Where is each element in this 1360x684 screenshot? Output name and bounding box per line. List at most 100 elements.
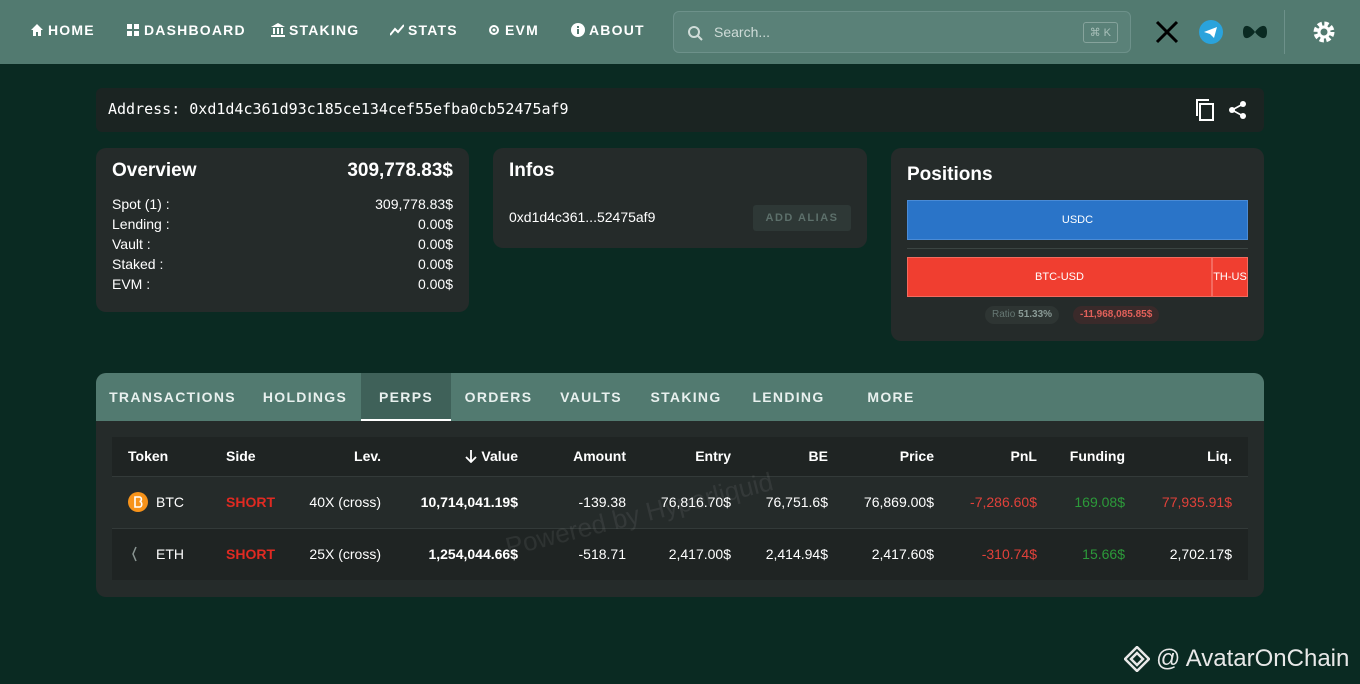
- address-value: 0xd1d4c361d93c185ce134cef55efba0cb52475a…: [189, 100, 569, 118]
- table-cell: ETH: [112, 527, 210, 580]
- nav-label: ABOUT: [589, 22, 645, 38]
- table-cell: 15.66$: [1053, 527, 1141, 580]
- search-placeholder: Search...: [714, 24, 771, 40]
- tab[interactable]: LENDING: [752, 389, 825, 405]
- column-header[interactable]: Lev.: [290, 437, 397, 476]
- column-header[interactable]: Side: [210, 437, 290, 476]
- column-header[interactable]: Amount: [534, 437, 642, 476]
- hyperliquid-icon[interactable]: [1241, 22, 1269, 42]
- short-segment: TH-US: [1212, 257, 1248, 297]
- column-header[interactable]: Entry: [642, 437, 747, 476]
- header-text: Side: [226, 448, 256, 465]
- column-header[interactable]: Token: [112, 437, 210, 476]
- infos-card: Infos 0xd1d4c361...52475af9 ADD ALIAS: [493, 148, 867, 248]
- address-label: Address:: [108, 100, 181, 118]
- tab[interactable]: PERPS: [361, 373, 451, 421]
- nav-item[interactable]: DASHBOARD: [126, 22, 246, 38]
- eth-icon: [132, 546, 137, 562]
- table-cell: BTC: [112, 475, 210, 528]
- column-header[interactable]: PnL: [950, 437, 1053, 476]
- cell-text: 2,702.17$: [1169, 546, 1232, 563]
- long-bar: USDC: [907, 200, 1248, 240]
- credit: @ AvatarOnChain: [1124, 645, 1349, 673]
- table-row[interactable]: ETH SHORT 25X (cross) 1,254,044.66$ -518.71 2…: [112, 527, 1248, 580]
- x-icon[interactable]: [1155, 20, 1179, 44]
- header-text: Amount: [573, 448, 626, 465]
- row-value: 0.00$: [417, 236, 453, 252]
- nav-label: STATS: [408, 22, 458, 38]
- row-value: 0.00$: [417, 256, 453, 272]
- infos-title: Infos: [509, 160, 555, 181]
- table-cell: -518.71: [534, 527, 642, 580]
- column-header[interactable]: Liq.: [1141, 437, 1248, 476]
- nav-icon: [390, 24, 404, 36]
- copy-icon[interactable]: [1194, 98, 1216, 122]
- shortcut: ⌘ K: [1082, 22, 1118, 43]
- credit-text: @ AvatarOnChain: [1156, 645, 1350, 672]
- tab[interactable]: STAKING: [650, 389, 722, 405]
- cell-text: 76,751.6$: [765, 494, 828, 510]
- header-text: Token: [128, 448, 169, 465]
- nav-item[interactable]: STAKING: [271, 22, 359, 38]
- table-cell: -139.38: [534, 475, 642, 528]
- nav-item[interactable]: STATS: [390, 22, 458, 38]
- nav-item[interactable]: HOME: [30, 22, 95, 38]
- row-label: Staked :: [112, 256, 164, 272]
- credit-logo: [1124, 646, 1150, 672]
- table-cell: 40X (cross): [290, 475, 397, 528]
- cell-text: ETH: [156, 546, 184, 563]
- tab[interactable]: HOLDINGS: [262, 389, 348, 405]
- cell-text: SHORT: [226, 494, 275, 510]
- column-header[interactable]: Funding: [1053, 437, 1141, 476]
- table-cell: 76,816.70$: [642, 475, 747, 528]
- long-segment: USDC: [907, 200, 1248, 240]
- header-text: Value: [481, 448, 518, 465]
- overview-row: Staked : 0.00$: [112, 256, 453, 276]
- tab-bar: TRANSACTIONS HOLDINGS PERPS ORDERS VAULTS STA…: [96, 373, 1264, 421]
- ratio-label: Ratio: [992, 309, 1016, 320]
- cell-text: BTC: [156, 494, 184, 510]
- ratio-badge: Ratio 51.33%: [985, 306, 1060, 324]
- search-icon: [688, 26, 703, 41]
- telegram-icon[interactable]: [1199, 20, 1223, 44]
- short-bar: BTC-USD TH-US: [907, 257, 1248, 297]
- nav-icon: [271, 23, 285, 37]
- tab[interactable]: VAULTS: [560, 389, 622, 405]
- column-header[interactable]: Value: [397, 437, 534, 476]
- cell-text: -139.38: [578, 494, 626, 510]
- nav-label: STAKING: [289, 22, 360, 38]
- nav-label: EVM: [505, 22, 539, 38]
- cell-text: -518.71: [578, 546, 626, 563]
- row-label: Spot (1) :: [112, 196, 170, 212]
- perps-table: Token Side Lev. Value Amount Entry BE Price PnL F…: [112, 437, 1248, 580]
- settings-icon[interactable]: [1313, 21, 1335, 43]
- table-cell: SHORT: [210, 475, 290, 528]
- share-icon[interactable]: [1228, 100, 1248, 120]
- positions-card: Positions USDC BTC-USD TH-US Ratio 51.33%…: [891, 148, 1264, 341]
- column-header[interactable]: BE: [747, 437, 844, 476]
- overview-rows: Spot (1) :309,778.83$ Lending :0.00$ Vault…: [112, 196, 453, 296]
- nav-icon: [31, 24, 43, 36]
- tab[interactable]: TRANSACTIONS: [109, 389, 236, 405]
- header-text: Entry: [695, 448, 731, 465]
- nav-item[interactable]: EVM: [487, 22, 539, 38]
- search-box[interactable]: Search... ⌘ K: [673, 11, 1131, 53]
- table-row[interactable]: BTC SHORT 40X (cross) 10,714,041.19$ -139.38…: [112, 475, 1248, 528]
- row-label: EVM :: [112, 276, 151, 292]
- tab[interactable]: MORE: [867, 389, 915, 405]
- add-alias-button[interactable]: ADD ALIAS: [753, 205, 851, 231]
- btc-icon: [128, 492, 148, 512]
- row-value: 0.00$: [417, 216, 453, 232]
- overview-row: Spot (1) : 309,778.83$: [112, 196, 453, 216]
- tab[interactable]: ORDERS: [464, 389, 533, 405]
- nav-label: DASHBOARD: [144, 22, 246, 38]
- table-cell: 2,417.60$: [844, 527, 950, 580]
- header-text: Liq.: [1207, 448, 1232, 465]
- divider: [907, 248, 1248, 249]
- cell-text: -310.74$: [981, 546, 1037, 563]
- nav-item[interactable]: ABOUT: [571, 22, 645, 38]
- table-cell: 25X (cross): [290, 527, 397, 580]
- column-header[interactable]: Price: [844, 437, 950, 476]
- table-cell: 2,702.17$: [1141, 527, 1248, 580]
- row-value: 309,778.83$: [375, 196, 453, 212]
